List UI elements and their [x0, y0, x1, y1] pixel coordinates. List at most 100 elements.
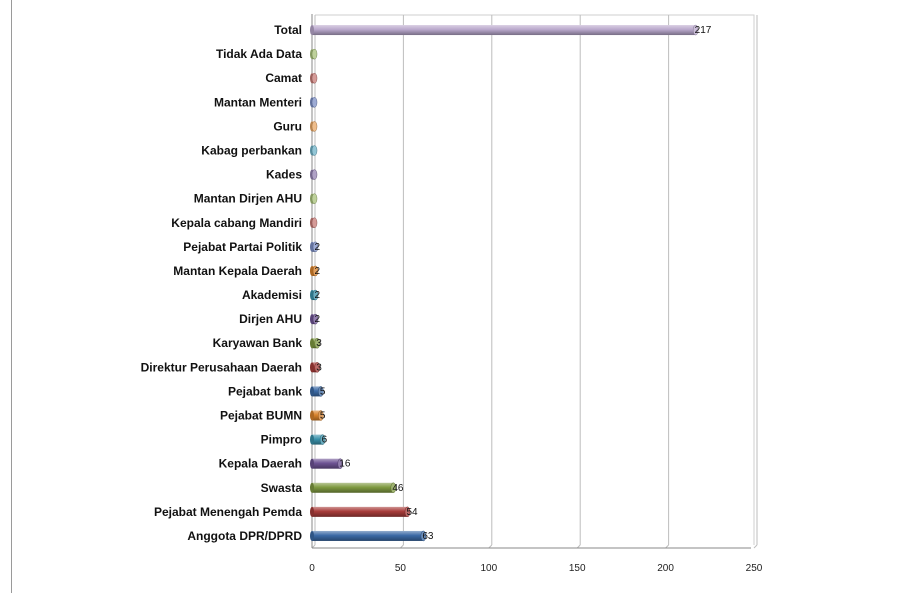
bar-end-cap — [311, 48, 318, 60]
bar — [312, 386, 321, 397]
bar-end-cap — [312, 289, 319, 301]
bar-start-cap — [310, 25, 314, 36]
x-tick-label: 200 — [657, 563, 674, 574]
bar-start-cap — [310, 434, 314, 445]
category-label: Total — [274, 23, 302, 37]
data-label: 54 — [406, 507, 418, 518]
data-label: 5 — [320, 411, 326, 422]
category-label: Direktur Perusahaan Daerah — [141, 360, 302, 374]
bar-end-cap — [404, 506, 411, 518]
bar-end-cap — [314, 362, 321, 373]
bar-end-cap — [311, 72, 318, 84]
axes — [311, 14, 751, 549]
bar-start-cap — [310, 386, 314, 397]
data-label: 63 — [422, 531, 434, 542]
x-tick-label: 50 — [395, 563, 407, 574]
bar-group — [310, 265, 319, 277]
bar-group — [310, 362, 321, 373]
gridlines — [311, 15, 758, 549]
bar-end-cap — [390, 482, 397, 494]
data-label: 2 — [315, 290, 321, 301]
bar-group — [310, 506, 411, 518]
data-label: 217 — [695, 25, 712, 36]
data-label: 3 — [316, 338, 322, 349]
x-tick-labels: 0 50 100 150 200 250 — [309, 563, 763, 574]
category-label: Pejabat BUMN — [220, 409, 302, 423]
data-label: 2 — [315, 314, 321, 325]
bar-group — [310, 48, 318, 60]
data-labels: 63 54 46 16 6 5 5 3 3 2 2 2 2 217 — [315, 25, 712, 542]
bar-end-cap — [312, 265, 319, 277]
bar-group — [310, 386, 324, 397]
bar-end-cap — [420, 530, 427, 542]
category-label: Mantan Dirjen AHU — [194, 192, 302, 206]
category-label: Akademisi — [242, 288, 302, 302]
bar-group — [310, 482, 397, 494]
bar-end-cap — [311, 145, 318, 156]
bar-group — [310, 169, 318, 180]
bar-end-cap — [312, 313, 319, 325]
x-tick-label: 100 — [480, 563, 497, 574]
bar-group — [310, 24, 699, 36]
bar-end-cap — [311, 97, 318, 108]
data-label: 46 — [392, 483, 404, 494]
bar — [312, 410, 321, 421]
bar-end-cap — [318, 410, 324, 421]
x-tick-label: 150 — [569, 563, 586, 574]
category-label: Karyawan Bank — [213, 336, 303, 350]
bar-end-cap — [311, 169, 318, 180]
bar-end-cap — [319, 434, 326, 445]
bar-end-cap — [314, 337, 321, 349]
bar-group — [310, 313, 319, 325]
category-label: Guru — [273, 119, 302, 133]
category-label: Kabag perbankan — [201, 144, 302, 158]
bars — [310, 24, 699, 542]
back-wall-edge — [315, 14, 755, 545]
data-label: 3 — [316, 362, 322, 373]
category-label: Kepala Daerah — [219, 457, 302, 471]
bar — [312, 458, 341, 469]
category-labels: Anggota DPR/DPRD Pejabat Menengah Pemda Sw… — [141, 23, 303, 543]
bar-start-cap — [310, 362, 314, 373]
category-label: Pejabat Menengah Pemda — [154, 505, 302, 519]
category-label: Tidak Ada Data — [216, 47, 302, 61]
bar-group — [310, 241, 319, 253]
category-label: Mantan Menteri — [214, 95, 302, 109]
data-label: 16 — [339, 459, 351, 470]
bar-end-cap — [312, 241, 319, 253]
bar-group — [310, 97, 318, 108]
bar-group — [310, 434, 326, 445]
bar-start-cap — [310, 410, 314, 421]
bar-group — [310, 289, 319, 301]
bar-group — [310, 145, 318, 156]
category-label: Kades — [266, 168, 302, 182]
category-label: Mantan Kepala Daerah — [173, 264, 302, 278]
bar-group — [310, 530, 427, 542]
plot-back-wall — [315, 14, 755, 545]
bar-start-cap — [310, 482, 314, 493]
category-label: Anggota DPR/DPRD — [187, 529, 302, 543]
bar — [312, 506, 408, 517]
x-tick-label: 250 — [746, 563, 763, 574]
bar-group — [310, 72, 318, 84]
category-label: Dirjen AHU — [239, 312, 302, 326]
bar-group — [310, 410, 324, 421]
left-border-line — [11, 0, 12, 593]
data-label: 2 — [315, 242, 321, 253]
bar — [312, 530, 424, 541]
bar-group — [310, 217, 318, 229]
bar-start-cap — [310, 530, 314, 541]
data-label: 6 — [322, 435, 328, 446]
bar-end-cap — [692, 24, 699, 36]
gridline-foot-250 — [753, 544, 758, 549]
bar-group — [310, 458, 344, 469]
x-tick-label: 0 — [309, 563, 315, 574]
bar-start-cap — [310, 338, 314, 349]
data-label: 2 — [315, 266, 321, 277]
bar-end-cap — [311, 217, 318, 229]
bar — [312, 434, 323, 445]
category-label: Pejabat Partai Politik — [183, 240, 302, 254]
bar-start-cap — [310, 458, 314, 469]
data-label: 5 — [320, 386, 326, 397]
